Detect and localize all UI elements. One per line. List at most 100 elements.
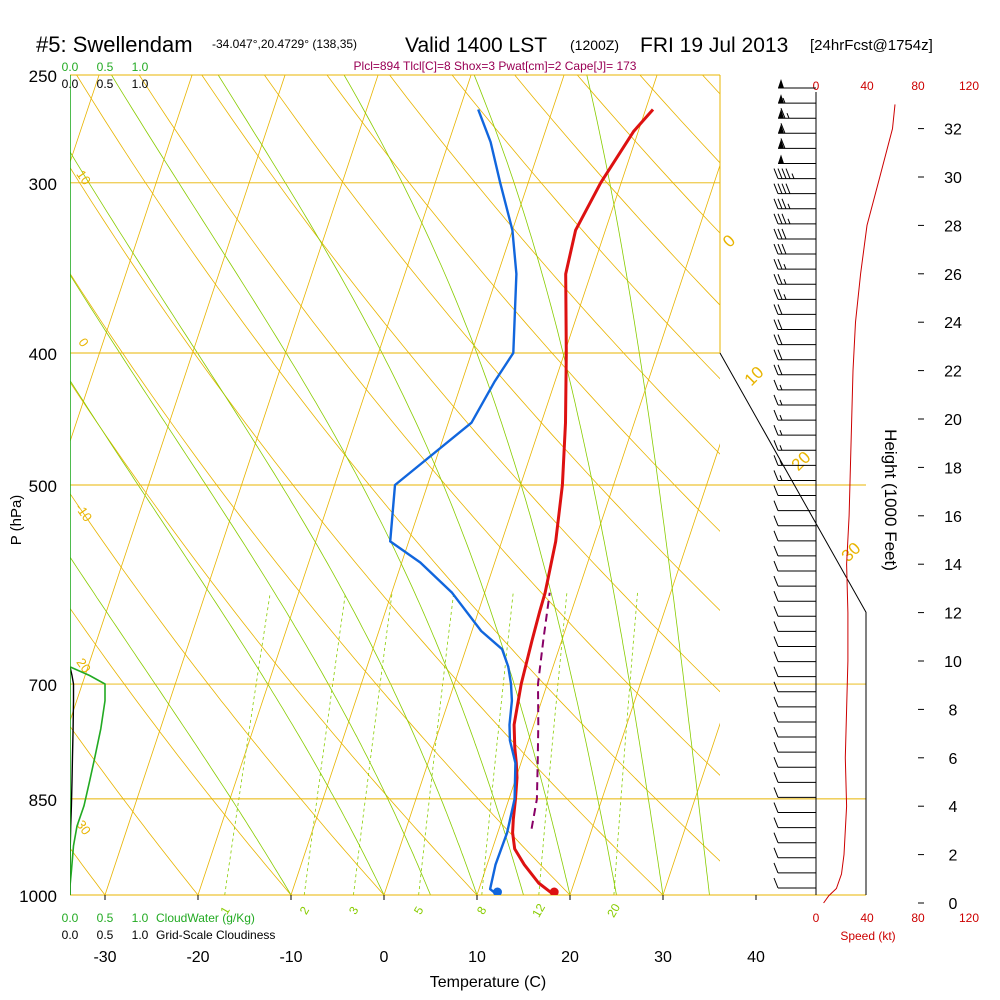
wind-barb — [773, 455, 816, 466]
wind-barb — [773, 440, 816, 451]
height-tick-label: 14 — [944, 557, 962, 574]
moist-adiabat-line — [586, 75, 710, 895]
temperature-tick-label: 10 — [468, 949, 486, 966]
wind-barb — [773, 802, 816, 814]
wind-barb — [773, 772, 816, 783]
moist-adiabat-line — [70, 151, 478, 895]
theta-e-label: 20 — [788, 448, 815, 475]
wind-barb — [773, 334, 816, 346]
height-tick-label: 30 — [944, 170, 962, 187]
wind-barb — [773, 289, 816, 300]
wind-barb — [773, 666, 816, 678]
speed-tick-label-bottom: 120 — [959, 911, 979, 925]
wind-barb — [773, 168, 816, 180]
dry-adiabat-line — [76, 75, 720, 862]
wind-barb — [778, 138, 816, 149]
wind-barb — [773, 560, 816, 572]
mixing-ratio-line — [224, 592, 271, 895]
mixing-ratio-label: 3 — [346, 904, 362, 917]
zulu-time: (1200Z) — [570, 37, 619, 53]
wind-barb — [773, 862, 816, 874]
speed-axis-label: Speed (kt) — [840, 929, 895, 943]
mixing-ratio-line — [353, 592, 393, 895]
wind-barb — [773, 636, 816, 647]
mixing-ratio-lines — [224, 592, 638, 895]
wind-barb — [773, 877, 816, 889]
wind-barb — [773, 681, 816, 693]
wind-barb — [773, 394, 816, 406]
height-tick-label: 26 — [944, 267, 962, 284]
height-tick-label: 12 — [944, 606, 962, 623]
wind-barb — [773, 379, 816, 391]
moist-adiabat-line — [70, 274, 431, 895]
wind-barb — [778, 123, 816, 134]
moist-adiabat-lines — [70, 75, 710, 895]
temperature-tick-label: 30 — [654, 949, 672, 966]
dry-adiabat-line — [70, 492, 385, 895]
mixing-ratio-label: 2 — [297, 904, 313, 917]
moist-adiabat-line — [111, 75, 524, 895]
dry-adiabat-line — [451, 75, 720, 380]
height-tick-label: 28 — [944, 218, 962, 235]
wind-barb — [778, 79, 816, 89]
wind-barb — [773, 832, 816, 844]
cloud-water-line — [70, 666, 106, 895]
hodograph-boundary — [719, 352, 867, 895]
height-tick-label: 24 — [944, 315, 962, 332]
station-coords: -34.047°,20.4729° (138,35) — [212, 37, 357, 51]
theta-label: 10 — [73, 167, 94, 187]
mixing-ratio-label: 8 — [474, 904, 490, 917]
cloud-water-profile — [70, 75, 106, 895]
wind-barb — [773, 817, 816, 829]
wind-barb — [773, 500, 816, 512]
cloudiness-tick-top-0: 0.0 — [62, 77, 79, 91]
stability-indices: Plcl=894 Tlcl[C]=8 Shox=3 Pwat[cm]=2 Cap… — [354, 59, 637, 73]
temperature-tick-label: -20 — [186, 949, 209, 966]
height-tick-label: 10 — [944, 654, 962, 671]
height-tick-label: 20 — [944, 412, 962, 429]
speed-tick-label-top: 80 — [911, 79, 925, 93]
cloudiness-tick-bottom-1: 0.5 — [97, 928, 114, 942]
isobar-lines — [70, 74, 866, 896]
wind-barb — [773, 258, 816, 270]
moist-adiabat-line — [70, 556, 292, 895]
dry-adiabat-line — [201, 75, 720, 693]
height-tick-label: 32 — [944, 122, 962, 139]
sounding-traces — [389, 108, 655, 895]
wind-barb — [773, 183, 816, 195]
mixing-ratio-label: 20 — [604, 901, 623, 920]
isotherm-line — [0, 75, 6, 895]
speed-tick-label-bottom: 40 — [860, 911, 874, 925]
wind-barbs — [773, 79, 816, 889]
isotherm-line — [849, 75, 1000, 895]
wind-barb — [773, 575, 816, 587]
speed-tick-label-bottom: 80 — [911, 911, 925, 925]
cloud-water-tick-bottom-2: 1.0 — [132, 911, 149, 925]
wind-barb — [773, 621, 816, 632]
temperature-tick-label: 0 — [380, 949, 389, 966]
pressure-tick-label: 1000 — [19, 887, 57, 906]
wind-barb — [773, 228, 816, 240]
dry-adiabat-line — [389, 75, 720, 455]
mixing-ratio-label: 12 — [529, 901, 548, 920]
dry-adiabat-line — [70, 725, 199, 895]
theta-e-label: 10 — [741, 363, 768, 390]
mixing-ratio-line — [613, 592, 638, 895]
wind-speed-profile — [823, 104, 896, 904]
wind-barb — [773, 409, 816, 421]
speed-tick-label-top: 120 — [959, 79, 979, 93]
dry-adiabat-line — [138, 75, 720, 776]
wind-barb — [773, 243, 816, 255]
speed-tick-label-top: 0 — [813, 79, 820, 93]
cloud-water-tick-bottom-1: 0.5 — [97, 911, 114, 925]
wind-barb — [773, 696, 816, 708]
isotherm-line — [662, 722, 720, 895]
moist-adiabat-line — [473, 75, 664, 895]
wind-barb — [773, 545, 816, 557]
temperature-tick-label: 40 — [747, 949, 765, 966]
cloudiness-tick-top-1: 0.5 — [97, 77, 114, 91]
wind-barb — [773, 304, 816, 315]
mixing-ratio-line — [481, 592, 514, 895]
